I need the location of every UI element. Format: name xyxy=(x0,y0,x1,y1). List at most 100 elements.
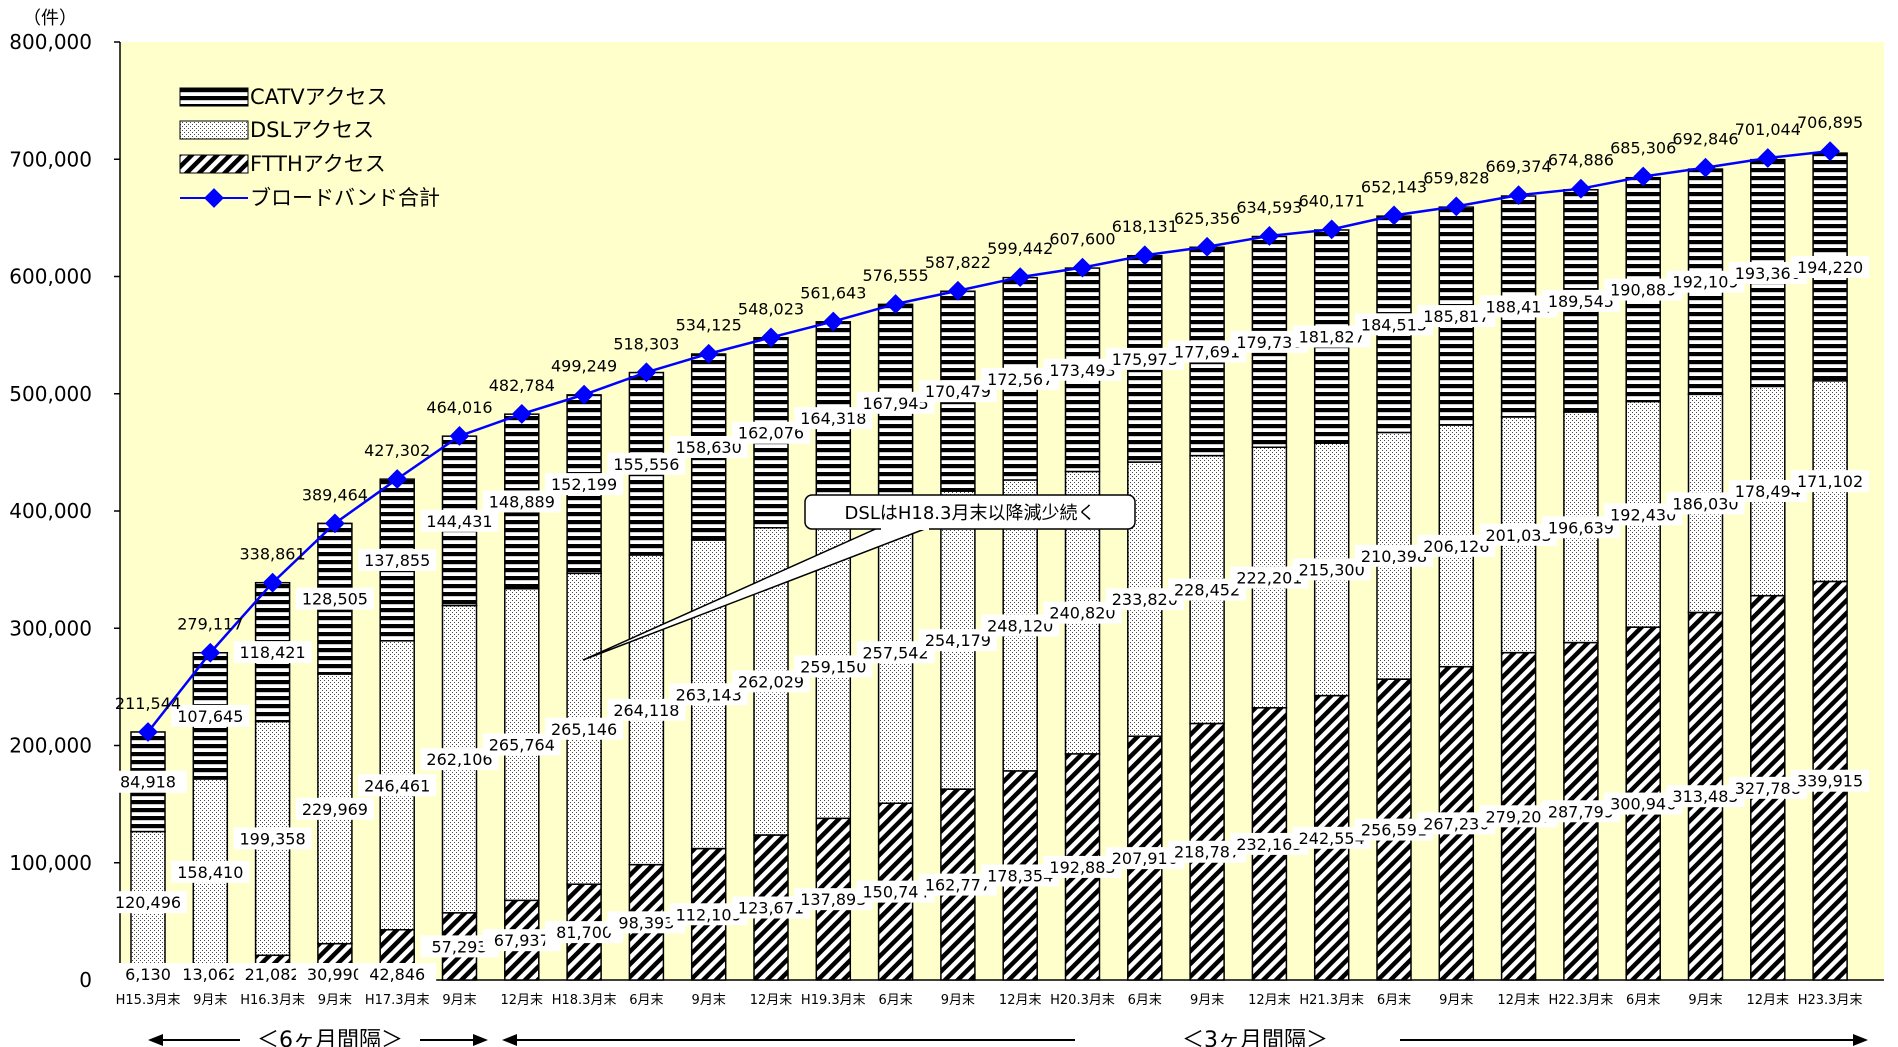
x-tick-label: 6月末 xyxy=(878,993,912,1008)
label-dsl: 233,820 xyxy=(1112,590,1178,609)
label-bg xyxy=(794,888,873,911)
label-ftth: 81,700 xyxy=(556,923,612,942)
label-ftth: 21,082 xyxy=(245,965,301,984)
label-catv: 152,199 xyxy=(551,475,617,494)
label-dsl: 262,029 xyxy=(738,672,804,691)
label-dsl: 201,033 xyxy=(1486,526,1552,545)
label-bg xyxy=(1417,305,1496,328)
label-bg xyxy=(1105,847,1184,870)
label-bg xyxy=(1168,840,1247,863)
total-point xyxy=(948,280,968,301)
label-bg xyxy=(1043,358,1122,381)
label-ftth: 279,207 xyxy=(1486,807,1552,826)
label-ftth: 42,846 xyxy=(369,965,425,984)
legend-label-catv: CATVアクセス xyxy=(250,85,388,109)
total-point xyxy=(885,294,906,314)
y-tick-label: 700,000 xyxy=(9,147,92,171)
label-dsl: 246,461 xyxy=(364,776,430,795)
x-tick-label: 6月末 xyxy=(1128,993,1162,1008)
y-tick-label: 100,000 xyxy=(9,851,92,875)
total-point xyxy=(823,311,844,332)
label-bg xyxy=(1541,800,1620,823)
label-dsl: 262,106 xyxy=(426,750,492,769)
total-label: 561,643 xyxy=(800,283,866,302)
annotation-callout: DSLはH18.3月末以降減少続く xyxy=(582,494,1136,661)
arrow-head-left-b xyxy=(502,1034,517,1046)
total-label: 548,023 xyxy=(738,299,804,318)
label-bg xyxy=(1604,278,1683,301)
x-tick-label: 12月末 xyxy=(1747,993,1790,1008)
label-dsl: 257,542 xyxy=(863,643,929,662)
label-ftth: 192,883 xyxy=(1049,858,1115,877)
label-bg xyxy=(732,896,810,919)
label-bg xyxy=(1791,255,1870,278)
label-bg xyxy=(358,963,437,985)
total-point xyxy=(1446,196,1467,217)
total-label: 618,131 xyxy=(1112,217,1178,236)
label-bg xyxy=(1230,832,1309,855)
label-bg xyxy=(1230,330,1309,353)
y-tick-label: 300,000 xyxy=(9,616,92,640)
y-axis: 0 100,000 200,000 300,000 400,000 500,000 600,… xyxy=(9,8,1884,992)
label-catv: 167,945 xyxy=(863,394,929,413)
label-ftth: 123,671 xyxy=(738,898,804,917)
total-point xyxy=(1384,205,1404,226)
label-dsl: 196,639 xyxy=(1548,518,1614,537)
arrow-head-right-a xyxy=(473,1034,488,1046)
legend-label-ftth: FTTHアクセス xyxy=(250,152,386,176)
total-label: 607,600 xyxy=(1049,230,1115,249)
label-bg xyxy=(358,548,437,571)
label-bg xyxy=(794,655,873,678)
legend-swatch-catv xyxy=(179,87,249,107)
total-label: 534,125 xyxy=(676,316,742,335)
total-point xyxy=(1571,178,1591,199)
total-label: 576,555 xyxy=(863,266,929,285)
label-bg xyxy=(295,587,374,610)
label-bg xyxy=(1604,503,1683,526)
label-dsl: 158,410 xyxy=(177,863,243,882)
label-bg xyxy=(109,891,187,914)
y-tick-label: 400,000 xyxy=(9,499,92,523)
label-catv: 148,889 xyxy=(489,492,555,511)
x-tick-label: H19.3月末 xyxy=(801,993,866,1008)
total-label: 652,143 xyxy=(1361,177,1427,196)
total-point xyxy=(325,513,345,534)
label-ftth: 256,591 xyxy=(1361,821,1427,840)
total-label: 279,117 xyxy=(177,615,243,634)
label-catv: 170,479 xyxy=(925,382,991,401)
label-bg xyxy=(1292,558,1371,581)
label-catv: 155,556 xyxy=(613,455,679,474)
label-ftth: 327,788 xyxy=(1735,779,1801,798)
arrow-head-right-b xyxy=(1853,1034,1868,1046)
total-point xyxy=(1197,236,1217,257)
total-point xyxy=(1508,185,1529,206)
label-bg xyxy=(1168,340,1247,363)
label-ftth: 13,062 xyxy=(182,965,238,984)
label-catv: 128,505 xyxy=(302,590,368,609)
x-tick-label: H20.3月末 xyxy=(1050,993,1115,1008)
total-point xyxy=(1633,166,1654,187)
label-catv: 189,545 xyxy=(1548,292,1614,311)
label-dsl: 228,452 xyxy=(1174,581,1240,600)
x-tick-label: 6月末 xyxy=(629,993,663,1008)
label-bg xyxy=(669,436,748,459)
label-catv: 192,109 xyxy=(1672,273,1738,292)
total-point xyxy=(449,426,470,446)
label-bg xyxy=(856,880,935,903)
label-bg xyxy=(545,717,624,740)
label-bg xyxy=(607,911,686,934)
label-bg xyxy=(1479,295,1558,318)
label-bg xyxy=(1043,601,1122,624)
label-bg xyxy=(1355,544,1433,567)
label-ftth: 232,165 xyxy=(1236,835,1302,854)
label-bg xyxy=(918,629,997,652)
x-tick-label: H15.3月末 xyxy=(116,993,181,1008)
segment-labels: 6,130120,49684,91813,062158,410107,64521… xyxy=(109,255,1870,985)
legend-marker-total xyxy=(204,188,224,208)
label-ftth: 313,485 xyxy=(1672,787,1738,806)
total-label: 692,846 xyxy=(1672,130,1738,149)
total-label: 640,171 xyxy=(1299,191,1365,210)
label-catv: 162,076 xyxy=(738,424,804,443)
label-dsl: 240,820 xyxy=(1049,604,1115,623)
x-tick-label: 9月末 xyxy=(318,993,352,1008)
